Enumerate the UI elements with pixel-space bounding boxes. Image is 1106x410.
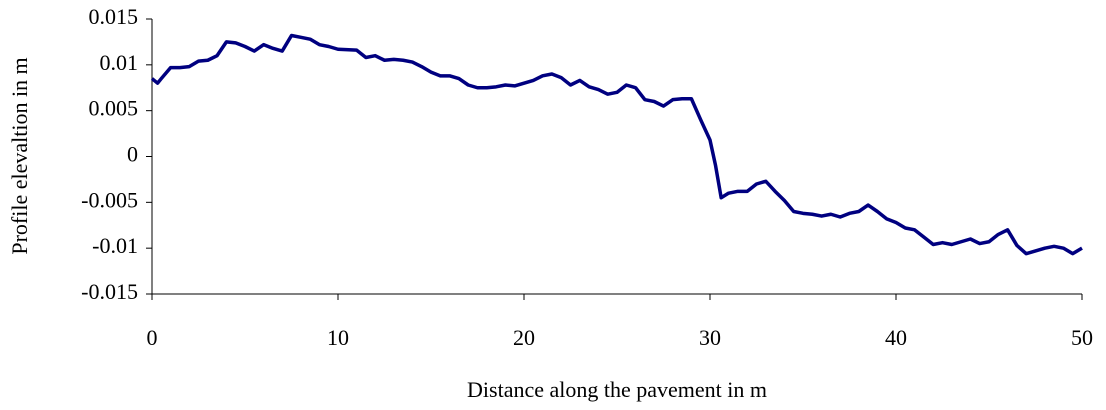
x-tick-label: 10 <box>327 325 349 350</box>
y-tick-label: 0.015 <box>89 4 139 29</box>
y-axis-title: Profile elevaltion in m <box>7 57 32 254</box>
x-tick-label: 40 <box>885 325 907 350</box>
x-tick-label: 50 <box>1071 325 1093 350</box>
y-tick-label: -0.005 <box>81 187 138 212</box>
y-tick-label: 0.005 <box>89 96 139 121</box>
data-line <box>150 33 1083 256</box>
x-tick-label: 30 <box>699 325 721 350</box>
y-tick-label: 0.01 <box>100 50 139 75</box>
y-tick-label: -0.01 <box>92 233 138 258</box>
y-tick-label: 0 <box>127 142 138 167</box>
y-tick-label: -0.015 <box>81 279 138 304</box>
x-axis-title: Distance along the pavement in m <box>467 377 767 402</box>
x-tick-label: 20 <box>513 325 535 350</box>
x-tick-label: 0 <box>147 325 158 350</box>
